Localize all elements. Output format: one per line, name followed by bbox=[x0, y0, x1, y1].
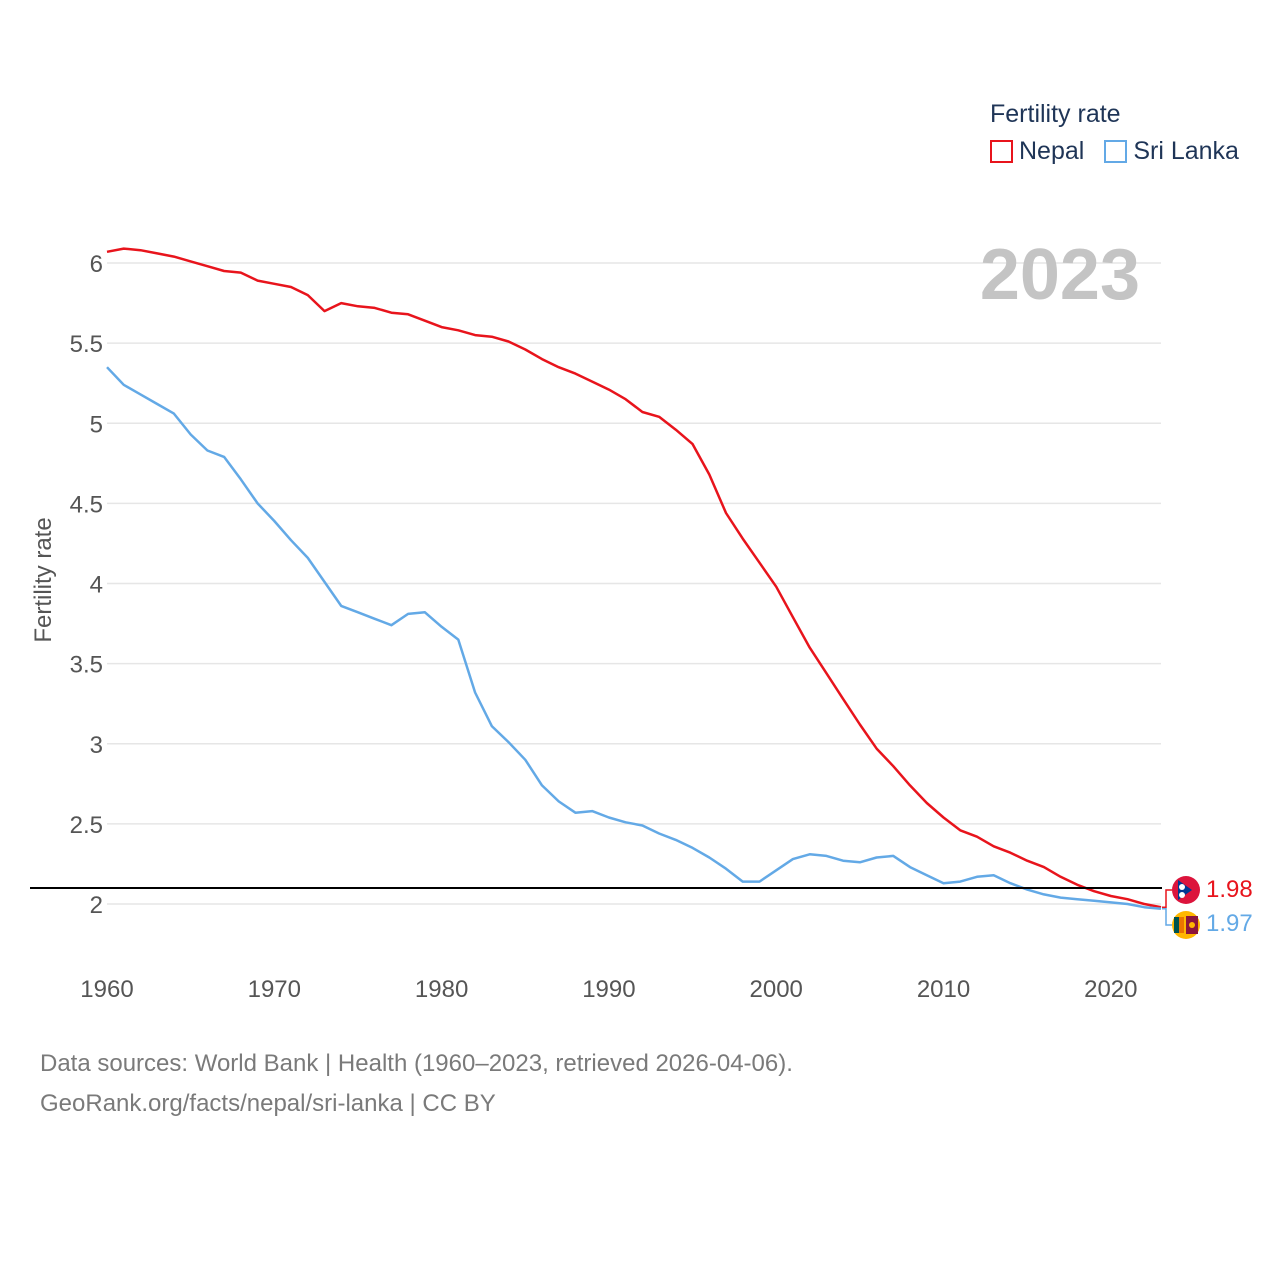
end-label-nepal: 1.98 bbox=[1206, 876, 1253, 903]
legend-label-sri-lanka: Sri Lanka bbox=[1133, 137, 1239, 165]
legend-item-sri-lanka[interactable]: Sri Lanka bbox=[1104, 137, 1239, 166]
x-tick-label: 1980 bbox=[415, 976, 468, 1003]
x-tick-label: 1970 bbox=[248, 976, 301, 1003]
y-tick-label: 4 bbox=[90, 572, 103, 599]
y-tick-label: 3 bbox=[90, 732, 103, 759]
year-label: 2023 bbox=[980, 235, 1140, 315]
x-tick-labels: 1960 1970 1980 1990 2000 2010 2020 bbox=[80, 976, 1137, 1003]
connector-nepal bbox=[1162, 889, 1172, 908]
series-line-sri-lanka[interactable] bbox=[106, 366, 1162, 911]
y-tick-label: 5 bbox=[90, 411, 103, 438]
y-tick-label: 6 bbox=[90, 251, 103, 278]
x-tick-label: 2000 bbox=[750, 976, 803, 1003]
grid-lines bbox=[107, 262, 1161, 905]
y-tick-label: 2.5 bbox=[70, 812, 103, 839]
end-labels: 1.98 1.97 bbox=[1162, 876, 1253, 939]
x-tick-label: 1990 bbox=[582, 976, 635, 1003]
x-tick-label: 2020 bbox=[1084, 976, 1137, 1003]
legend-swatch-nepal bbox=[990, 140, 1013, 163]
y-tick-label: 5.5 bbox=[70, 331, 103, 358]
x-tick-label: 2010 bbox=[917, 976, 970, 1003]
y-tick-labels: 2 2.5 3 3.5 4 4.5 5 5.5 6 bbox=[70, 251, 103, 919]
x-tick-label: 1960 bbox=[80, 976, 133, 1003]
legend-item-nepal[interactable]: Nepal bbox=[990, 137, 1084, 166]
connector-sri-lanka bbox=[1162, 908, 1172, 926]
footer-sources: Data sources: World Bank | Health (1960–… bbox=[40, 1050, 793, 1077]
legend-label-nepal: Nepal bbox=[1019, 137, 1085, 165]
legend-swatch-sri-lanka bbox=[1104, 140, 1128, 163]
flag-sri-lanka-icon bbox=[1172, 911, 1200, 939]
legend-title: Fertility rate bbox=[990, 100, 1121, 128]
y-tick-label: 3.5 bbox=[70, 652, 103, 679]
series-lines bbox=[106, 247, 1162, 911]
flag-nepal-icon bbox=[1172, 876, 1200, 904]
legend: Fertility rate Nepal Sri Lanka bbox=[990, 100, 1259, 166]
y-axis-label: Fertility rate bbox=[30, 517, 57, 642]
footer: Data sources: World Bank | Health (1960–… bbox=[40, 1044, 793, 1124]
y-tick-label: 4.5 bbox=[70, 491, 103, 518]
series-line-nepal[interactable] bbox=[106, 247, 1162, 909]
end-label-sri-lanka: 1.97 bbox=[1206, 910, 1253, 937]
footer-attribution: GeoRank.org/facts/nepal/sri-lanka | CC B… bbox=[40, 1090, 496, 1117]
y-tick-label: 2 bbox=[90, 892, 103, 919]
